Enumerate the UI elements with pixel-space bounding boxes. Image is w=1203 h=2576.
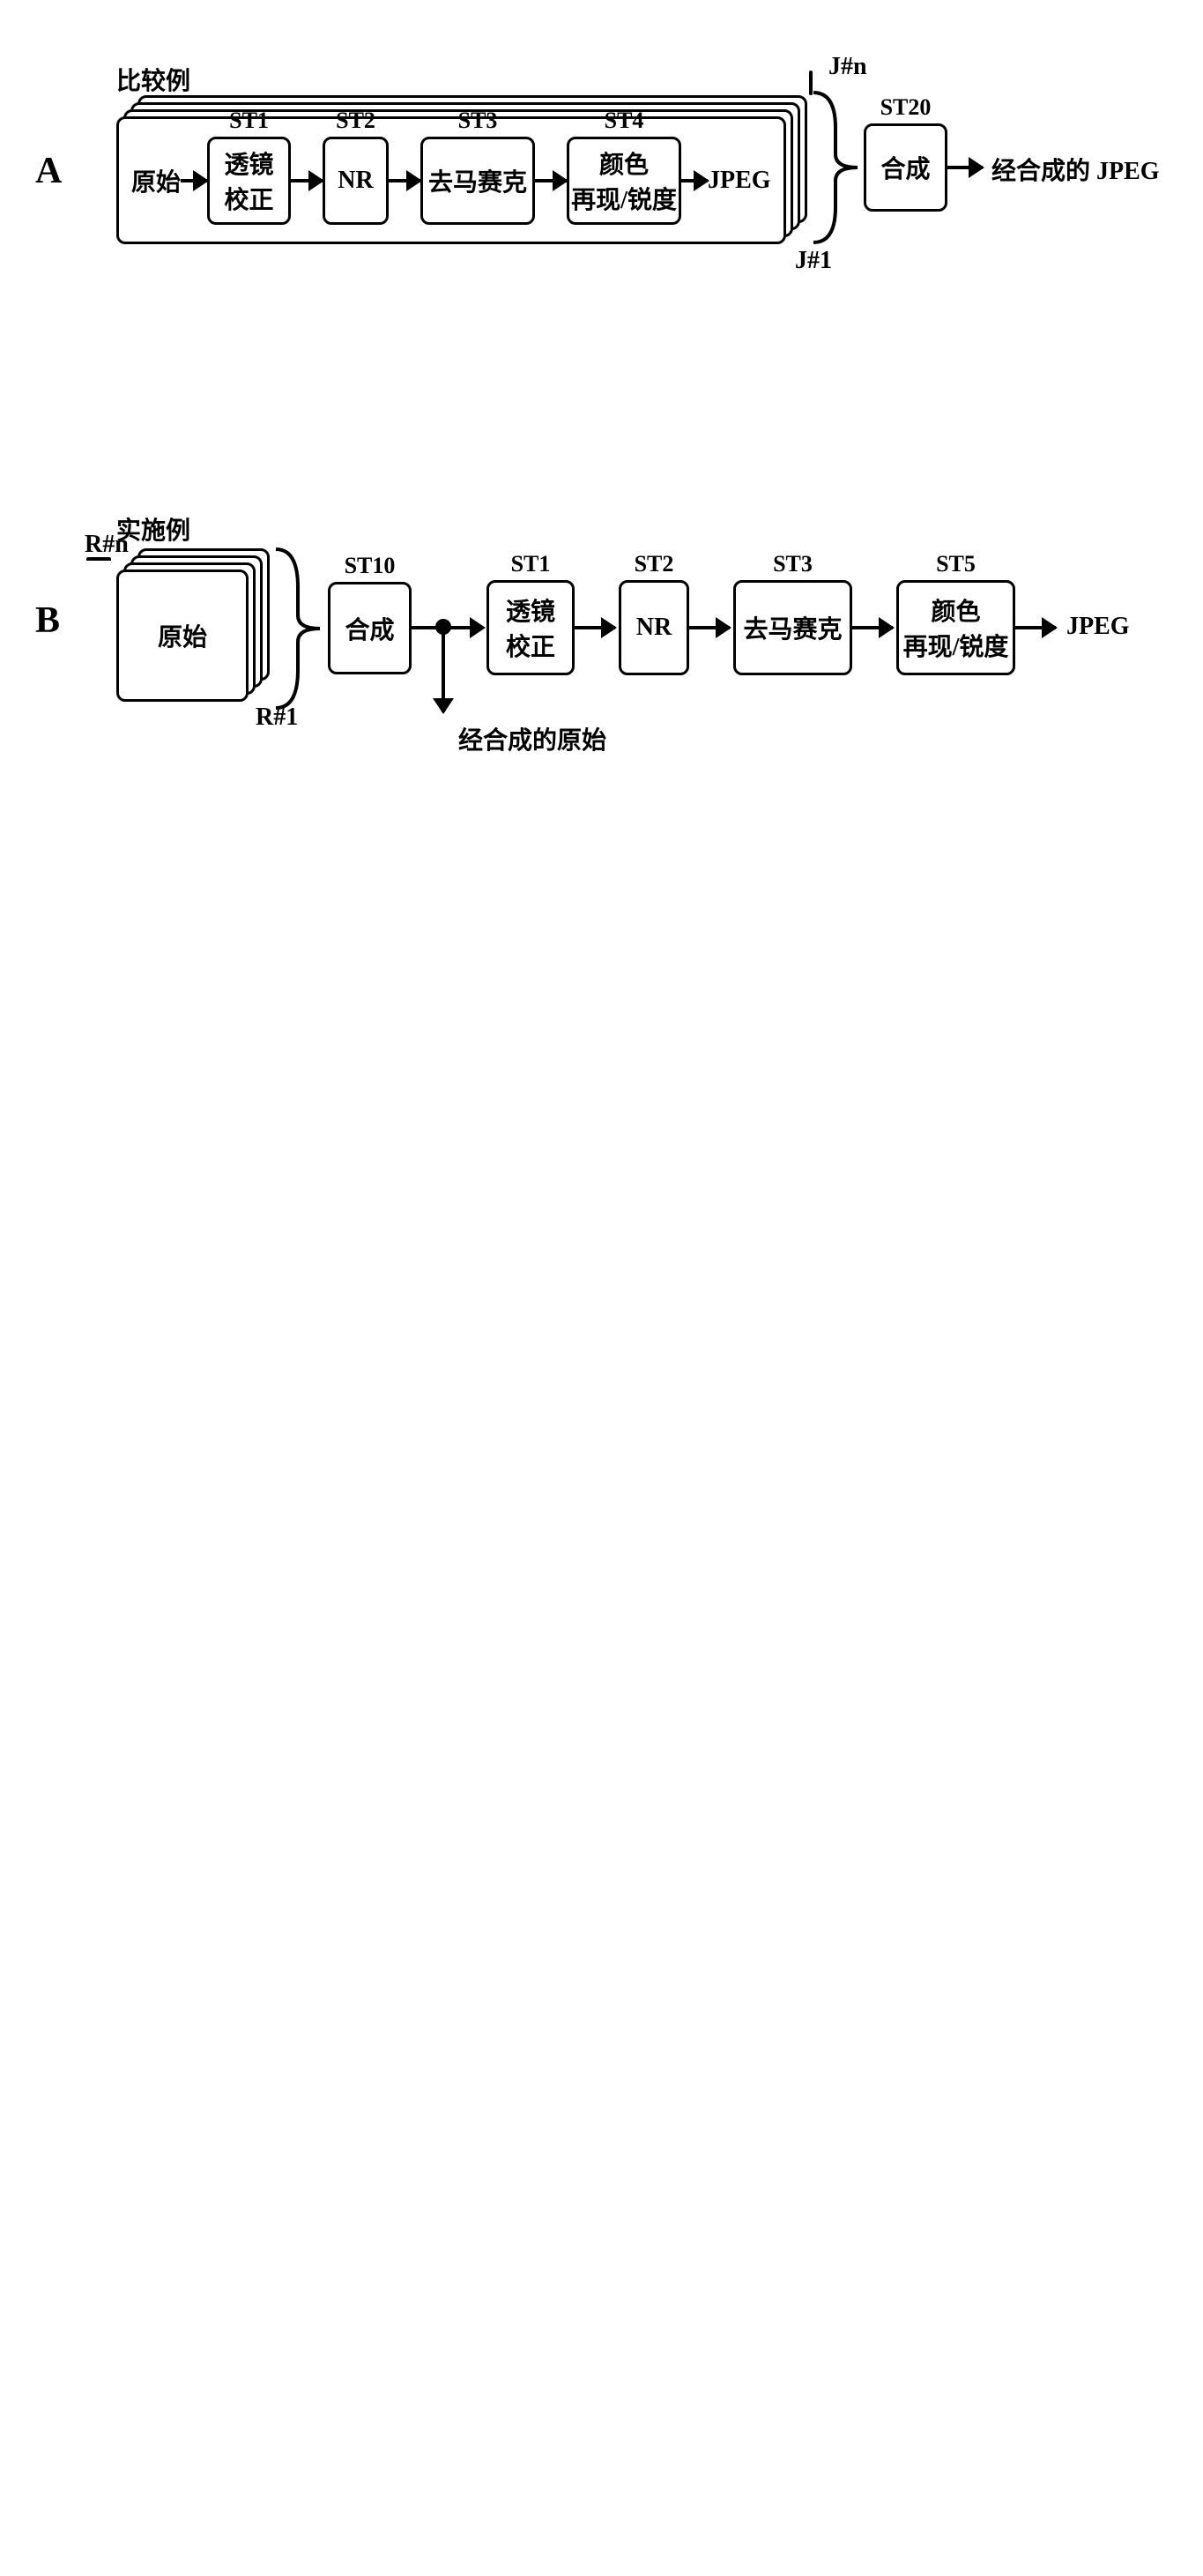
- j1-label: J#1: [795, 247, 832, 275]
- step-label: ST3: [458, 108, 498, 134]
- step-text: 去马赛克: [428, 163, 527, 198]
- arrow: [575, 626, 615, 629]
- branch-down-arrow: [442, 633, 445, 712]
- raw-box-label: 原始: [158, 618, 207, 653]
- curly-brace: [809, 88, 862, 247]
- step-label: ST2: [635, 551, 674, 577]
- arrow: [947, 166, 983, 169]
- arrow: [852, 626, 893, 629]
- step-text: 透镜 校正: [225, 145, 274, 216]
- curly-brace-b: [271, 545, 324, 712]
- diagram-a: A 原始 ST1 透镜 校正 ST2 NR ST3 去马赛克 ST4 颜色 再现…: [35, 35, 1168, 317]
- step-st3: ST3 去马赛克: [420, 137, 535, 225]
- branch-down-label: 经合成的原始: [458, 721, 606, 756]
- step-label: ST20: [880, 94, 932, 121]
- step-label: ST4: [605, 108, 644, 134]
- panel-b-label: B: [35, 599, 60, 642]
- jn-label: J#n: [828, 53, 867, 81]
- arrow: [535, 179, 567, 182]
- step-st3-b: ST3 去马赛克: [733, 580, 852, 675]
- raw-box: 原始: [116, 570, 249, 702]
- step-text: 合成: [880, 150, 930, 185]
- step-label: ST5: [936, 551, 976, 577]
- step-label: ST10: [345, 553, 396, 579]
- step-text: 去马赛克: [743, 610, 842, 645]
- step-st1-b: ST1 透镜 校正: [486, 580, 575, 675]
- arrow: [689, 626, 730, 629]
- step-st2: ST2 NR: [323, 137, 389, 225]
- step-text: 颜色 再现/锐度: [903, 592, 1009, 663]
- arrow-head: [470, 617, 486, 638]
- rn-label: R#n: [85, 531, 129, 559]
- step-text: NR: [338, 167, 373, 195]
- step-label: ST1: [511, 551, 551, 577]
- arrow: [389, 179, 420, 182]
- step-st2-b: ST2 NR: [619, 580, 689, 675]
- step-text: 透镜 校正: [506, 592, 555, 663]
- diagram-b: B 实施例 R#n 原始 R#1 ST10 合成 经合成的原始 ST1 透镜 校…: [35, 476, 1168, 846]
- step-text: 合成: [345, 611, 394, 646]
- arrow: [181, 179, 207, 182]
- ref-line: [86, 557, 111, 582]
- jpeg-label: JPEG: [708, 167, 771, 195]
- combine-box: ST20 合成: [864, 123, 947, 212]
- pipeline-card: 原始 ST1 透镜 校正 ST2 NR ST3 去马赛克 ST4 颜色 再现/锐…: [116, 116, 786, 244]
- arrow: [291, 179, 323, 182]
- comparative-title: 比较例: [116, 62, 190, 97]
- step-label: ST3: [773, 551, 813, 577]
- output-label: 经合成的 JPEG: [991, 152, 1160, 187]
- step-label: ST2: [336, 108, 375, 134]
- step-label: ST1: [229, 108, 269, 134]
- input-raw-label: 原始: [131, 163, 181, 198]
- arrow: [681, 179, 708, 182]
- step-st1: ST1 透镜 校正: [207, 137, 291, 225]
- step-st5-b: ST5 颜色 再现/锐度: [896, 580, 1015, 675]
- arrow: [1015, 626, 1056, 629]
- combine-st10: ST10 合成: [328, 582, 412, 674]
- step-text: NR: [636, 614, 672, 642]
- step-st4: ST4 颜色 再现/锐度: [567, 137, 681, 225]
- panel-a-label: A: [35, 150, 62, 192]
- step-text: 颜色 再现/锐度: [571, 145, 677, 216]
- output-b-label: JPEG: [1066, 613, 1130, 641]
